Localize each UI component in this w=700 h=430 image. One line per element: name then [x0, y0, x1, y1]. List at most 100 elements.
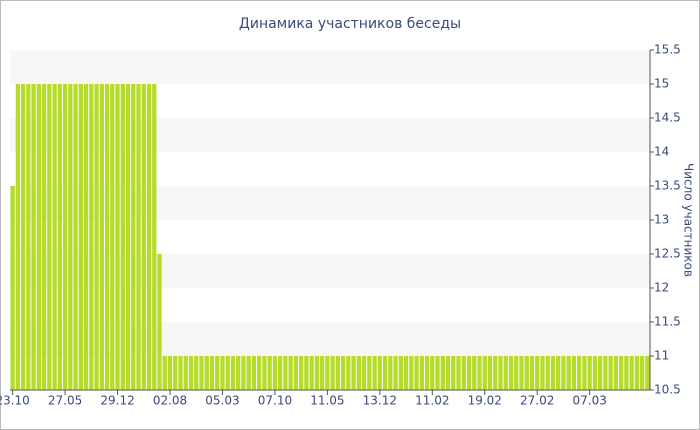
bar [99, 84, 104, 390]
bar [36, 84, 42, 390]
bar [125, 84, 131, 390]
bar [524, 356, 529, 390]
bar [351, 356, 356, 390]
bar [94, 84, 99, 390]
y-tick-label: 12 [654, 281, 669, 295]
bar [204, 356, 209, 390]
bar [398, 356, 403, 390]
y-tick-label: 11.5 [654, 315, 681, 329]
bar [215, 356, 220, 390]
bar [545, 356, 550, 390]
grid-band [10, 50, 650, 84]
bar [566, 356, 571, 390]
x-tick-label: 11.05 [310, 394, 344, 408]
bar [451, 356, 456, 390]
bar [519, 356, 524, 390]
bar [178, 356, 183, 390]
x-tick-label: 23.10 [0, 394, 30, 408]
bar [209, 356, 215, 390]
bar [629, 356, 634, 390]
x-tick-label: 07.03 [572, 394, 606, 408]
bar [52, 84, 57, 390]
bar [68, 84, 73, 390]
bar [62, 84, 68, 390]
bar [346, 356, 351, 390]
bar [577, 356, 582, 390]
bar [372, 356, 377, 390]
bar [388, 356, 393, 390]
bar [535, 356, 540, 390]
bar [47, 84, 52, 390]
bar [424, 356, 430, 390]
bar [173, 356, 178, 390]
bar [293, 356, 299, 390]
bar [183, 356, 188, 390]
bar [582, 356, 587, 390]
bar [194, 356, 199, 390]
x-tick-label: 19.02 [468, 394, 502, 408]
bar [262, 356, 267, 390]
bar [120, 84, 125, 390]
bar [309, 356, 314, 390]
bar [225, 356, 230, 390]
bar [608, 356, 613, 390]
bar [550, 356, 556, 390]
bar [15, 84, 21, 390]
bar [498, 356, 503, 390]
bar [167, 356, 173, 390]
bar [503, 356, 508, 390]
bar [477, 356, 482, 390]
bar [104, 84, 110, 390]
bar [199, 356, 204, 390]
chart-title: Динамика участников беседы [239, 16, 461, 32]
x-tick-label: 27.02 [520, 394, 554, 408]
bar [246, 356, 251, 390]
bar [587, 356, 592, 390]
y-tick-label: 14 [654, 145, 669, 159]
bar [414, 356, 419, 390]
bar [319, 356, 325, 390]
bar [152, 84, 157, 390]
bar [10, 186, 15, 390]
bar [283, 356, 288, 390]
bar [20, 84, 26, 390]
bar [456, 356, 461, 390]
bar [220, 356, 225, 390]
y-tick-label: 10.5 [654, 383, 681, 397]
bar [508, 356, 514, 390]
x-tick-label: 11.02 [415, 394, 449, 408]
bar [634, 356, 640, 390]
bar [162, 356, 167, 390]
bar [461, 356, 466, 390]
bar [131, 84, 136, 390]
x-tick-label: 27.05 [48, 394, 82, 408]
bar [445, 356, 451, 390]
bar [598, 356, 603, 390]
bar [146, 84, 152, 390]
bar [335, 356, 341, 390]
bar [514, 356, 519, 390]
bar [482, 356, 487, 390]
bar [529, 356, 535, 390]
x-tick-label: 07.10 [258, 394, 292, 408]
x-tick-label: 13.12 [363, 394, 397, 408]
bar [31, 84, 36, 390]
bar [340, 356, 346, 390]
y-tick-label: 13 [654, 213, 669, 227]
bar [435, 356, 440, 390]
bar [403, 356, 409, 390]
bar [157, 254, 162, 390]
bar [115, 84, 120, 390]
bar [83, 84, 89, 390]
y-axis-label: Число участников [682, 163, 696, 277]
bar [592, 356, 598, 390]
bar [272, 356, 278, 390]
y-tick-label: 14.5 [654, 111, 681, 125]
bar [440, 356, 445, 390]
bar [487, 356, 493, 390]
bar [377, 356, 382, 390]
bar [409, 356, 414, 390]
x-tick-label: 29.12 [100, 394, 134, 408]
bar [571, 356, 577, 390]
